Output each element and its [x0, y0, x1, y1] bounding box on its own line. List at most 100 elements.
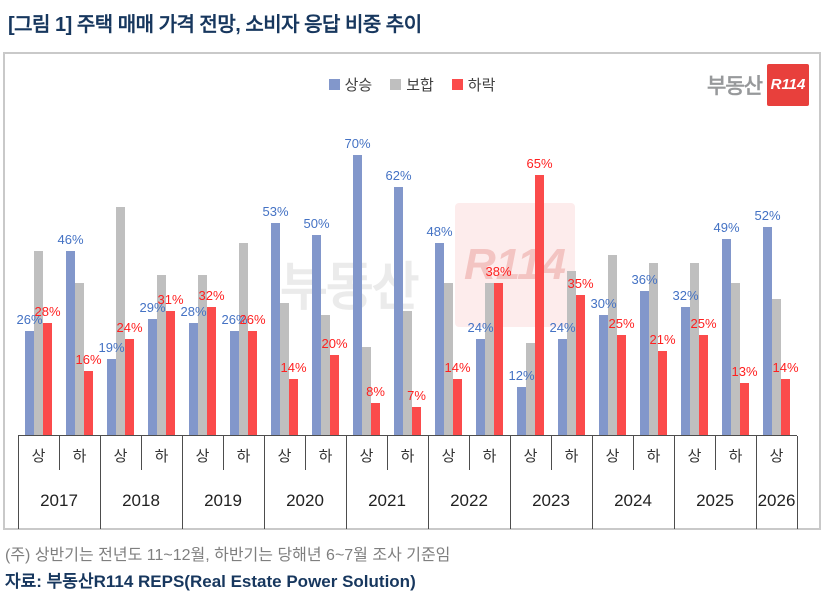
value-label-하락: 25%	[690, 316, 717, 331]
axis-divider	[428, 436, 429, 529]
value-label-하락: 25%	[608, 316, 635, 331]
bar-하락	[576, 295, 585, 435]
axis-divider	[59, 436, 60, 470]
value-label-하락: 14%	[772, 360, 799, 375]
bar-상승	[66, 251, 75, 435]
bar-하락	[781, 379, 790, 435]
axis-half-label: 상	[441, 448, 456, 465]
axis-divider	[264, 436, 265, 529]
bar-보합	[526, 343, 535, 435]
logo-text: 부동산	[707, 75, 763, 98]
bar-상승	[681, 307, 690, 435]
value-label-상승: 24%	[467, 320, 494, 335]
axis-divider	[18, 436, 19, 529]
bar-상승	[517, 387, 526, 435]
axis-year-label-2017: 2017	[40, 491, 78, 510]
axis-divider	[100, 436, 101, 529]
axis-year-label-2018: 2018	[122, 491, 160, 510]
axis-year-label-2023: 2023	[532, 491, 570, 510]
value-label-하락: 8%	[366, 384, 385, 399]
bar-group-2019-상: 28% 32%	[180, 120, 225, 435]
value-label-하락: 14%	[280, 360, 307, 375]
axis-divider	[387, 436, 388, 470]
bar-상승	[476, 339, 485, 435]
bar-하락	[207, 307, 216, 435]
axis-half-label: 하	[154, 448, 169, 465]
value-label-하락: 13%	[731, 364, 758, 379]
bar-상승	[230, 331, 239, 435]
value-label-상승: 29%	[139, 300, 166, 315]
bar-보합	[75, 283, 84, 435]
bar-상승	[271, 223, 280, 435]
axis-year-label-2026: 2026	[757, 491, 796, 510]
value-label-하락: 20%	[321, 336, 348, 351]
bar-보합	[403, 311, 412, 435]
bar-상승	[312, 235, 321, 435]
bar-상승	[394, 187, 403, 435]
axis-divider	[510, 436, 511, 529]
legend-label: 상승	[344, 77, 373, 94]
bar-보합	[772, 299, 781, 435]
value-label-상승: 26%	[221, 312, 248, 327]
axis-half-label: 상	[113, 448, 128, 465]
bar-보합	[157, 275, 166, 435]
bar-보합	[690, 263, 699, 435]
bar-보합	[280, 303, 289, 435]
legend-label: 보합	[406, 77, 434, 94]
axis-half-label: 하	[72, 448, 87, 465]
bar-보합	[362, 347, 371, 435]
value-label-하락: 35%	[567, 276, 594, 291]
value-label-상승: 28%	[180, 304, 207, 319]
bar-보합	[485, 283, 494, 435]
axis-half-label: 하	[236, 448, 251, 465]
value-label-상승: 62%	[385, 168, 412, 183]
value-label-하락: 26%	[239, 312, 266, 327]
legend-swatch-icon	[451, 79, 463, 90]
value-label-상승: 50%	[303, 216, 330, 231]
page-title: [그림 1] 주택 매매 가격 전망, 소비자 응답 비중 추이	[8, 14, 422, 36]
bar-group-2026-상: 52% 14%	[754, 120, 799, 435]
bar-상승	[435, 243, 444, 435]
bar-group-2022-상: 48% 14%	[426, 120, 471, 435]
axis-half-label: 상	[277, 448, 292, 465]
axis-divider	[756, 436, 757, 529]
bar-하락	[248, 331, 257, 435]
axis-half-label: 하	[318, 448, 333, 465]
axis-half-label: 상	[195, 448, 210, 465]
legend-item-보합: 보합	[390, 74, 434, 95]
logo-r114-mark: R114	[767, 64, 809, 106]
legend-label: 하락	[467, 77, 496, 94]
bar-상승	[558, 339, 567, 435]
watermark-r114-mark: R114	[455, 203, 575, 327]
axis-divider	[551, 436, 552, 470]
value-label-하락: 24%	[116, 320, 143, 335]
axis-years-row: 2017 2018 2019 2020 2021 2022 2023 2024 2025 2026	[18, 478, 797, 529]
bar-group-2020-상: 53% 14%	[262, 120, 307, 435]
bar-보합	[608, 255, 617, 435]
bar-보합	[731, 283, 740, 435]
bar-하락	[43, 323, 52, 435]
value-label-하락: 16%	[75, 352, 102, 367]
bar-group-2024-상: 30% 25%	[590, 120, 635, 435]
value-label-하락: 28%	[34, 304, 61, 319]
value-label-상승: 32%	[672, 288, 699, 303]
value-label-상승: 12%	[508, 368, 535, 383]
value-label-상승: 26%	[16, 312, 43, 327]
bar-plot: 26% 28% 46% 16% 19% 24% 29% 31% 28% 32% 26% 26% 53% 1…	[16, 120, 799, 435]
axis-half-label: 상	[359, 448, 374, 465]
bar-하락	[125, 339, 134, 435]
axis-half-label: 하	[400, 448, 415, 465]
value-label-하락: 38%	[485, 264, 512, 279]
axis-divider	[797, 436, 798, 529]
value-label-상승: 48%	[426, 224, 453, 239]
axis-year-label-2019: 2019	[204, 491, 242, 510]
bar-보합	[116, 207, 125, 435]
axis-half-label: 하	[482, 448, 497, 465]
axis-year-label-2022: 2022	[450, 491, 488, 510]
bar-보합	[198, 275, 207, 435]
axis-year-label-2021: 2021	[368, 491, 406, 510]
bar-하락	[412, 407, 421, 435]
bar-group-2023-하: 24% 35%	[549, 120, 594, 435]
axis-half-label: 상	[687, 448, 702, 465]
value-label-하락: 14%	[444, 360, 471, 375]
